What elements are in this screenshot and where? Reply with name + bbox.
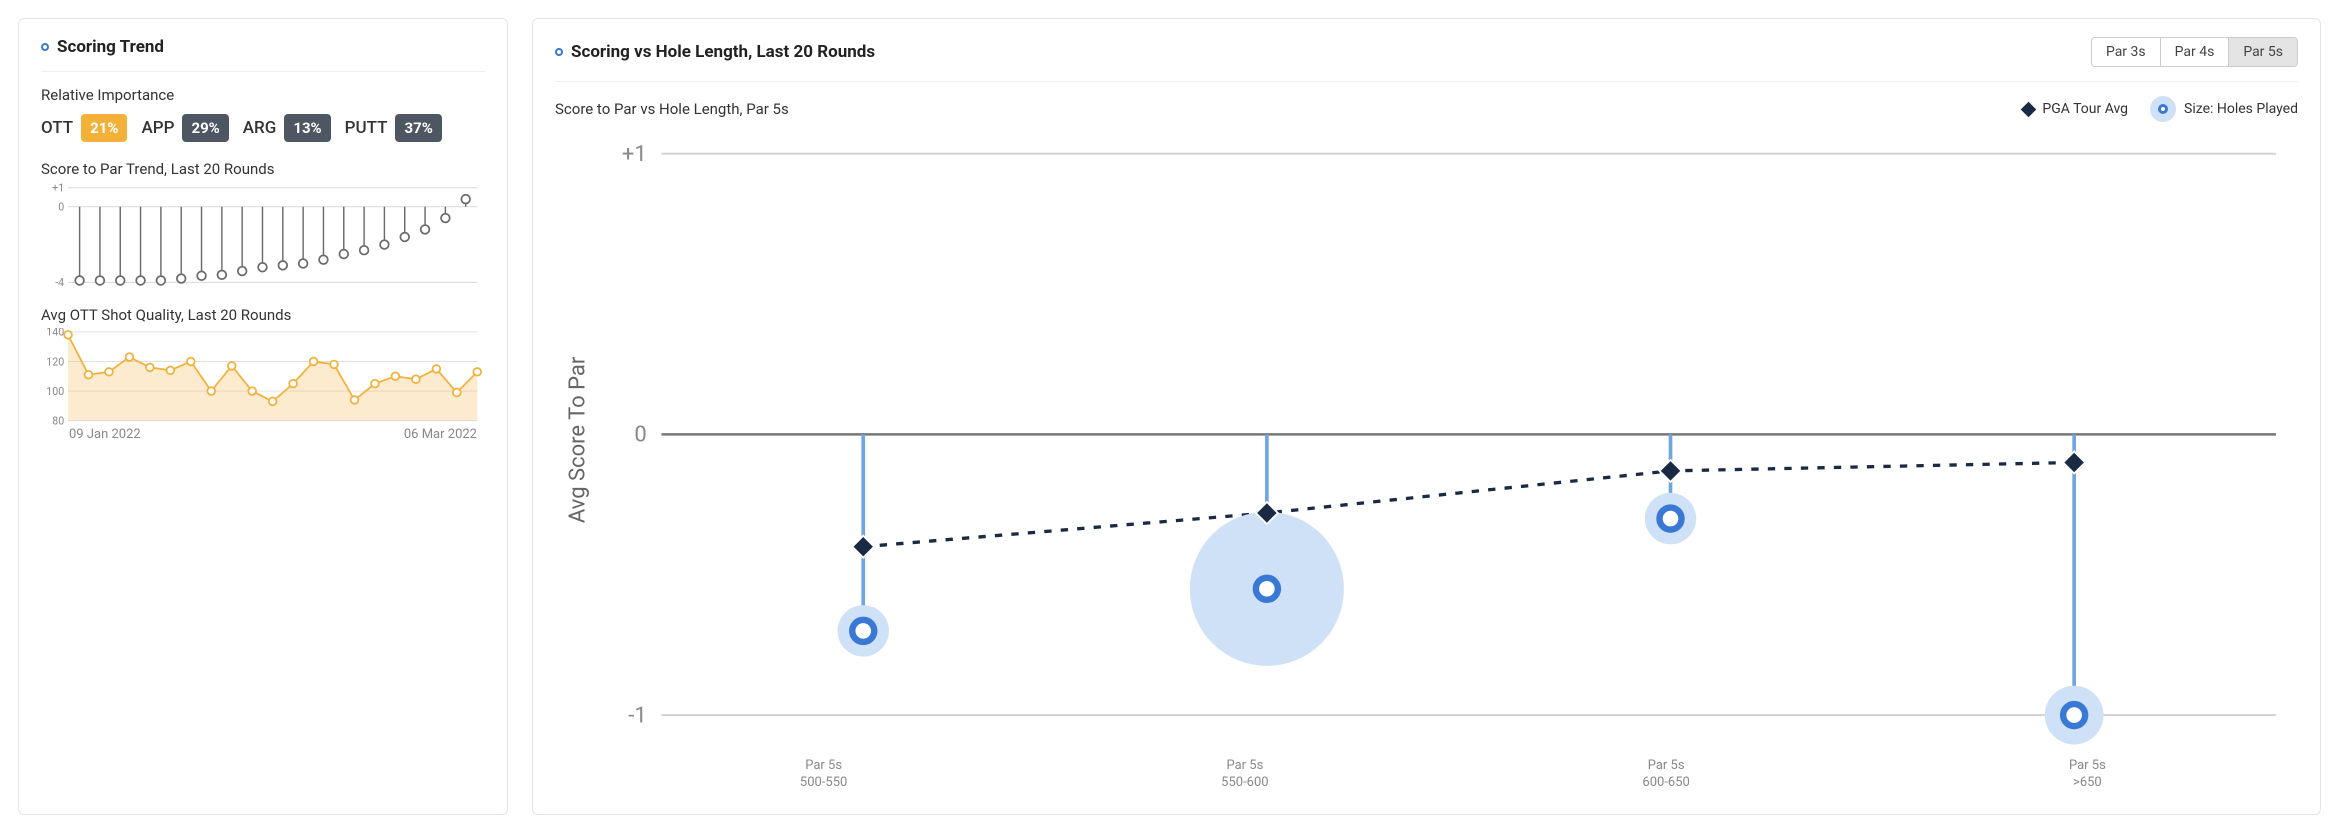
- scoring-trend-card: Scoring Trend Relative Importance OTT 21%…: [18, 18, 508, 815]
- legend-bubble-size: Size: Holes Played: [2150, 96, 2298, 122]
- importance-value: 21%: [81, 114, 127, 142]
- svg-text:120: 120: [46, 355, 64, 368]
- svg-text:100: 100: [46, 385, 64, 398]
- svg-text:0: 0: [58, 201, 64, 214]
- x-category-line2: 500-550: [613, 775, 1034, 792]
- importance-label: PUTT: [345, 118, 388, 138]
- x-category: Par 5s600-650: [1456, 758, 1877, 792]
- subtitle-legend-row: Score to Par vs Hole Length, Par 5s PGA …: [555, 96, 2298, 122]
- x-category-line2: 550-600: [1034, 775, 1455, 792]
- card-title: Scoring vs Hole Length, Last 20 Rounds: [555, 42, 875, 62]
- svg-text:80: 80: [52, 415, 64, 425]
- score-trend-chart: -4 0 +1: [41, 182, 485, 288]
- importance-label: APP: [141, 118, 174, 138]
- svg-text:140: 140: [46, 328, 64, 339]
- scoring-vs-length-card: Scoring vs Hole Length, Last 20 Rounds P…: [532, 18, 2321, 815]
- card-title-text: Scoring Trend: [57, 37, 164, 57]
- x-category-line2: 600-650: [1456, 775, 1877, 792]
- score-vs-length-chart: Avg Score To Par -1 0 +1: [555, 128, 2298, 752]
- date-start: 09 Jan 2022: [69, 427, 141, 442]
- importance-item-ott[interactable]: OTT 21%: [41, 114, 127, 142]
- svg-text:-1: -1: [628, 703, 646, 728]
- svg-text:-4: -4: [55, 276, 64, 288]
- importance-item-app[interactable]: APP 29%: [141, 114, 228, 142]
- x-category: Par 5s550-600: [1034, 758, 1455, 792]
- svg-text:Avg Score To Par: Avg Score To Par: [565, 356, 590, 523]
- score-trend-title: Score to Par Trend, Last 20 Rounds: [41, 160, 485, 178]
- x-category-line1: Par 5s: [1877, 758, 2298, 775]
- importance-value: 13%: [284, 114, 330, 142]
- relative-importance-label: Relative Importance: [41, 86, 485, 104]
- ott-quality-chart: 80 100 120 140: [41, 328, 485, 425]
- svg-text:+1: +1: [622, 142, 647, 167]
- legend-bubble-label: Size: Holes Played: [2184, 101, 2298, 117]
- x-category-line1: Par 5s: [613, 758, 1034, 775]
- importance-row: OTT 21% APP 29% ARG 13% PUTT 37%: [41, 114, 485, 142]
- tab-par-4s[interactable]: Par 4s: [2160, 38, 2229, 66]
- importance-label: ARG: [243, 118, 277, 138]
- svg-text:0: 0: [634, 423, 646, 448]
- ott-quality-title: Avg OTT Shot Quality, Last 20 Rounds: [41, 306, 485, 324]
- bullet-icon: [555, 48, 563, 56]
- importance-value: 29%: [182, 114, 228, 142]
- bullet-icon: [41, 43, 49, 51]
- x-category-line2: >650: [1877, 775, 2298, 792]
- tab-par-5s[interactable]: Par 5s: [2228, 38, 2297, 66]
- bubble-icon: [2150, 96, 2176, 122]
- card-title: Scoring Trend: [41, 37, 164, 57]
- card-title-text: Scoring vs Hole Length, Last 20 Rounds: [571, 42, 875, 62]
- x-category: Par 5s>650: [1877, 758, 2298, 792]
- date-end: 06 Mar 2022: [404, 427, 477, 442]
- legend-pga-avg: PGA Tour Avg: [2023, 101, 2128, 117]
- importance-label: OTT: [41, 118, 73, 138]
- importance-item-putt[interactable]: PUTT 37%: [345, 114, 442, 142]
- importance-value: 37%: [395, 114, 441, 142]
- date-range: 09 Jan 2022 06 Mar 2022: [41, 425, 485, 442]
- x-category: Par 5s500-550: [613, 758, 1034, 792]
- chart-subtitle: Score to Par vs Hole Length, Par 5s: [555, 100, 789, 118]
- svg-text:+1: +1: [52, 182, 64, 195]
- dashboard: Scoring Trend Relative Importance OTT 21%…: [0, 0, 2339, 833]
- legend: PGA Tour Avg Size: Holes Played: [2023, 96, 2298, 122]
- legend-pga-label: PGA Tour Avg: [2042, 101, 2128, 117]
- importance-item-arg[interactable]: ARG 13%: [243, 114, 331, 142]
- x-category-line1: Par 5s: [1034, 758, 1455, 775]
- x-category-row: Par 5s500-550Par 5s550-600Par 5s600-650P…: [613, 758, 2298, 792]
- tab-par-3s[interactable]: Par 3s: [2092, 38, 2160, 66]
- diamond-icon: [2021, 101, 2037, 117]
- card-header: Scoring vs Hole Length, Last 20 Rounds P…: [555, 37, 2298, 82]
- x-category-line1: Par 5s: [1456, 758, 1877, 775]
- par-tab-group: Par 3sPar 4sPar 5s: [2091, 37, 2298, 67]
- card-header: Scoring Trend: [41, 37, 485, 72]
